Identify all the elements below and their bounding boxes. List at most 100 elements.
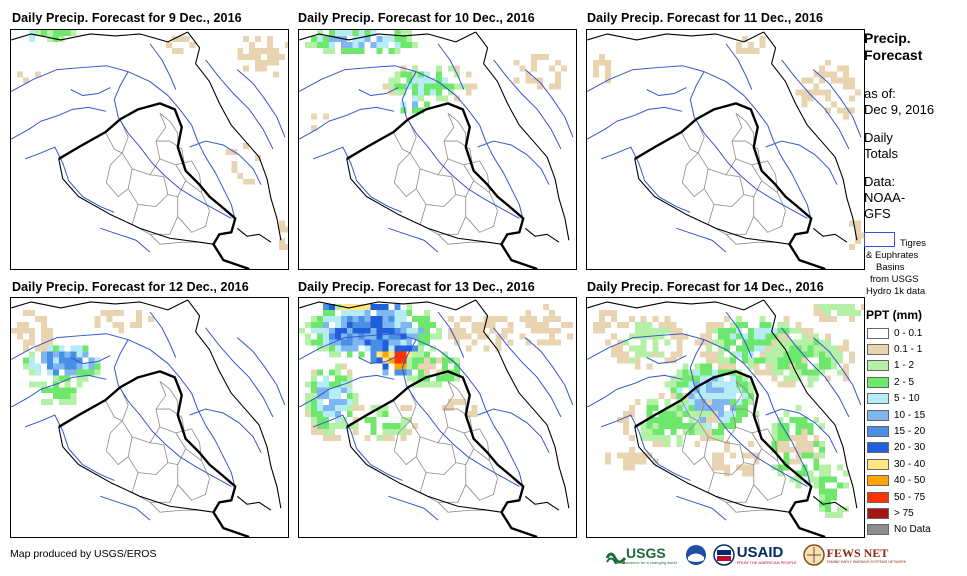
country-border	[812, 227, 848, 243]
precip-cell	[724, 363, 730, 370]
precip-cell	[735, 315, 742, 322]
precip-cell	[513, 77, 520, 84]
precip-cell	[694, 375, 701, 382]
precip-cell	[311, 125, 318, 132]
precip-cell	[712, 428, 719, 435]
precip-cell	[58, 345, 65, 352]
precip-cell	[652, 405, 659, 412]
precip-cell	[118, 321, 125, 328]
precip-cell	[652, 422, 659, 429]
precip-cell	[400, 107, 407, 114]
precip-cell	[819, 345, 826, 352]
precip-cell	[843, 369, 849, 376]
province-boundary	[681, 152, 705, 198]
precip-cell	[70, 387, 77, 394]
precip-cell	[17, 333, 24, 340]
precip-cell	[317, 327, 323, 334]
precip-cell	[795, 482, 802, 489]
basin-boundary	[299, 374, 395, 408]
precip-cell	[537, 53, 544, 60]
precip-cell	[317, 381, 323, 388]
precip-cell	[718, 434, 725, 441]
precip-cell	[801, 89, 808, 96]
province-boundary	[105, 399, 123, 422]
precip-cell	[400, 422, 407, 429]
province-boundary	[437, 502, 488, 513]
precip-cell	[628, 464, 635, 471]
precip-cell	[694, 393, 701, 400]
precip-cell	[789, 357, 796, 364]
precip-cell	[358, 303, 365, 310]
precip-cell	[364, 345, 371, 352]
usaid-logo: USAID FROM THE AMERICAN PEOPLE	[712, 544, 797, 566]
precip-cell	[64, 357, 71, 364]
precip-cell	[346, 399, 353, 406]
province-boundary	[131, 196, 179, 235]
precip-cell	[231, 166, 238, 173]
precip-cell	[267, 59, 273, 66]
basin-boundary	[765, 408, 838, 453]
precip-cell	[40, 357, 47, 364]
province-boundary	[751, 160, 778, 193]
precip-cell	[388, 422, 395, 429]
legend-label: No Data	[894, 524, 931, 536]
precip-cell	[237, 53, 244, 60]
precip-cell	[718, 357, 725, 364]
precip-cell	[700, 333, 707, 340]
precip-cell	[801, 327, 808, 334]
precip-cell	[610, 345, 617, 352]
basin-boundary	[312, 146, 403, 213]
precip-cell	[640, 339, 647, 346]
precip-cell	[243, 178, 250, 185]
precip-cell	[447, 357, 454, 364]
precip-cell	[694, 411, 701, 418]
precip-cell	[400, 35, 407, 42]
precip-cell	[94, 321, 101, 328]
basin-boundary	[113, 339, 232, 487]
precip-cell	[519, 315, 526, 322]
province-boundary	[393, 399, 411, 422]
precip-cell	[46, 363, 53, 370]
precip-cell	[412, 41, 419, 48]
basin-line1: Tigres	[900, 238, 927, 249]
precip-cell	[664, 315, 671, 322]
precip-cell	[676, 327, 683, 334]
precip-cell	[741, 351, 748, 358]
precip-cell	[340, 417, 347, 423]
precip-cell	[555, 77, 561, 84]
precip-cell	[819, 315, 826, 322]
precip-cell	[424, 315, 431, 322]
precip-cell	[334, 345, 341, 352]
precip-cell	[735, 321, 742, 328]
country-border	[187, 31, 282, 241]
precip-cell	[424, 363, 431, 370]
data-line2: NOAA-	[864, 190, 906, 205]
precip-cell	[628, 345, 635, 352]
province-boundary	[177, 180, 210, 233]
precip-cell	[537, 77, 544, 84]
precip-cell	[843, 363, 849, 370]
precip-cell	[819, 71, 826, 78]
precip-cell	[400, 71, 407, 78]
basin-line2: & Euphrates	[866, 250, 919, 261]
legend-item: > 75	[867, 507, 914, 519]
province-boundary	[175, 428, 202, 461]
precip-cell	[801, 333, 808, 340]
precip-cell	[676, 333, 683, 340]
precip-cell	[549, 333, 556, 340]
precip-cell	[58, 387, 65, 394]
precip-cell	[58, 393, 65, 400]
precip-cell	[682, 411, 689, 418]
basin-boundary	[236, 337, 286, 406]
precip-cell	[255, 59, 262, 66]
precip-cell	[807, 339, 814, 346]
precip-cell	[370, 405, 377, 412]
precip-cell	[771, 351, 778, 358]
precip-cell	[843, 303, 849, 310]
precip-cell	[400, 327, 407, 334]
precip-cell	[52, 369, 59, 376]
precip-cell	[819, 339, 826, 346]
precip-cell	[418, 327, 425, 334]
precip-cell	[831, 488, 838, 495]
precip-cell	[418, 95, 425, 102]
